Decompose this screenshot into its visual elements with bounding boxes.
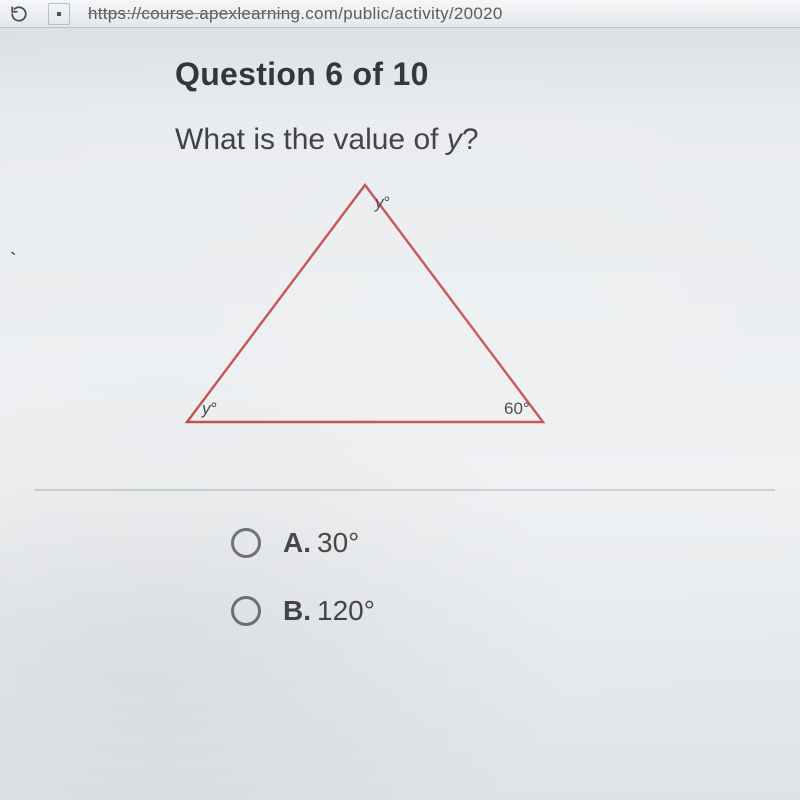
browser-address-bar: https://course.apexlearning.com/public/a… bbox=[0, 0, 800, 28]
left-angle-label: y° bbox=[202, 399, 217, 419]
question-prompt: What is the value of y? bbox=[175, 123, 800, 157]
right-angle-label: 60° bbox=[504, 399, 530, 419]
url-text: https://course.apexlearning.com/public/a… bbox=[88, 4, 503, 24]
prompt-post: ? bbox=[462, 123, 479, 156]
answer-options: A.30° B.120° bbox=[175, 527, 800, 627]
triangle-shape bbox=[187, 185, 543, 422]
prompt-var: y bbox=[447, 123, 462, 156]
question-header: Question 6 of 10 bbox=[175, 56, 800, 93]
apex-angle-label: y° bbox=[375, 193, 390, 213]
prompt-pre: What is the value of bbox=[175, 123, 447, 156]
url-rest: .com/public/activity/20020 bbox=[300, 4, 502, 23]
question-page: Question 6 of 10 What is the value of y?… bbox=[0, 28, 800, 627]
option-b[interactable]: B.120° bbox=[231, 595, 800, 627]
url-struck: https://course.apexlearning bbox=[88, 4, 300, 23]
option-a[interactable]: A.30° bbox=[231, 527, 800, 559]
option-a-text: A.30° bbox=[283, 527, 359, 559]
page-icon[interactable] bbox=[48, 3, 70, 25]
stray-mark: ` bbox=[10, 250, 17, 273]
triangle-figure: y° y° 60° bbox=[135, 167, 575, 467]
radio-b[interactable] bbox=[231, 596, 261, 626]
section-divider bbox=[35, 489, 775, 491]
option-b-text: B.120° bbox=[283, 595, 375, 627]
radio-a[interactable] bbox=[231, 528, 261, 558]
reload-icon[interactable] bbox=[8, 3, 30, 25]
